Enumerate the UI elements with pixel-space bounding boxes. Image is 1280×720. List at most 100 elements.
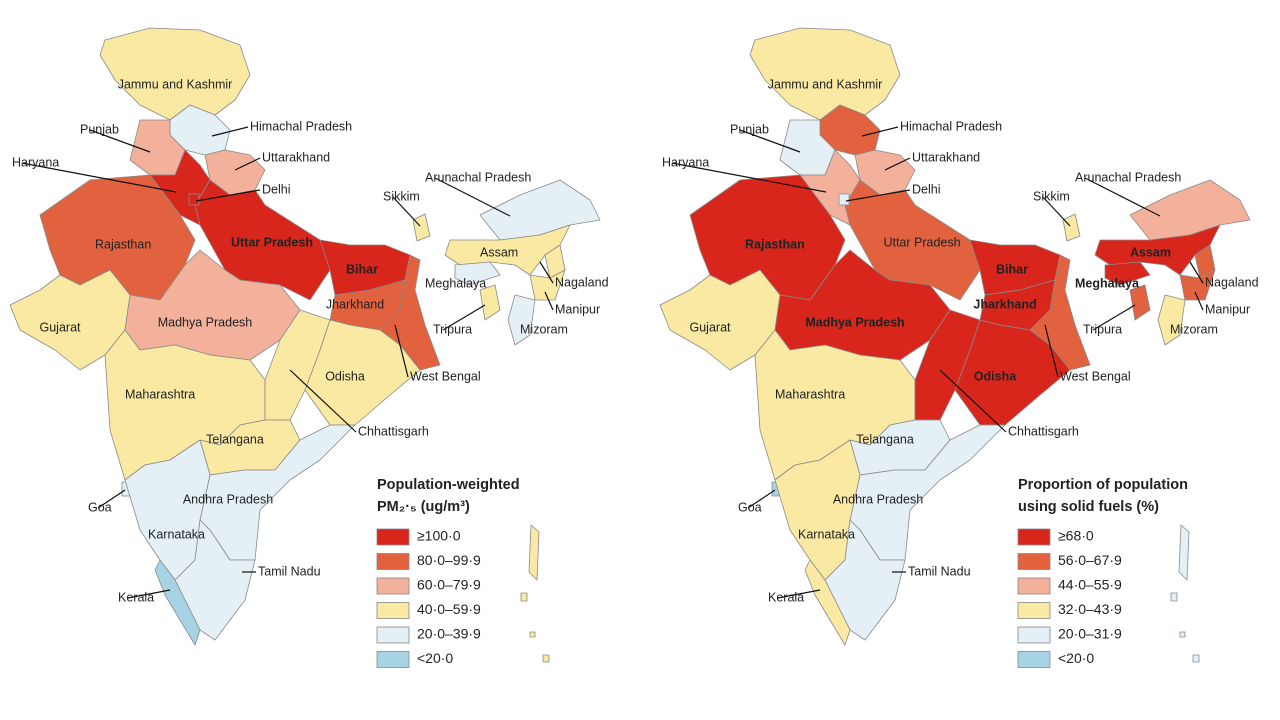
state-label: Haryana	[12, 155, 59, 169]
state-region	[188, 193, 200, 206]
island-region	[542, 654, 550, 663]
legend-label: 20·0–39·9	[417, 626, 481, 642]
map-panel: Jammu and Kashmir Himachal Pradesh Punjab U…	[659, 27, 1259, 668]
state-label: Odisha	[325, 369, 365, 383]
state-label: Tripura	[433, 322, 472, 336]
leader-line	[195, 189, 261, 202]
state-label: Chhattisgarh	[358, 424, 429, 438]
state-region	[529, 269, 566, 301]
leader-line	[289, 369, 357, 433]
leader-line	[671, 162, 827, 193]
leader-line	[394, 324, 409, 378]
state-label: Goa	[738, 500, 762, 514]
state-label: Gujarat	[40, 320, 82, 334]
state-region	[749, 27, 901, 121]
state-label: Nagaland	[1205, 275, 1259, 289]
state-region	[1157, 294, 1186, 346]
state-label: Bihar	[996, 262, 1028, 276]
state-label: West Bengal	[410, 369, 481, 383]
state-label: Tripura	[1083, 322, 1122, 336]
state-region	[1179, 269, 1216, 301]
state-region	[1062, 213, 1081, 242]
leader-line	[845, 189, 911, 202]
island-region	[1179, 631, 1186, 638]
state-label: Uttarakhand	[262, 150, 330, 164]
legend-swatch	[376, 528, 410, 546]
island-region	[520, 592, 528, 602]
map-panel: Jammu and Kashmir Himachal Pradesh Punjab U…	[9, 27, 609, 668]
legend-swatch	[376, 651, 410, 668]
legend-swatch	[1017, 626, 1051, 644]
island-region	[529, 631, 536, 638]
state-label: Madhya Pradesh	[805, 315, 904, 329]
state-label: Andhra Pradesh	[833, 492, 923, 506]
legend-swatch	[1017, 651, 1051, 668]
state-label: Jharkhand	[326, 297, 384, 311]
island-region	[1170, 592, 1178, 602]
leader-line	[97, 489, 126, 509]
state-label: Delhi	[262, 182, 291, 196]
legend-swatch	[1017, 602, 1051, 619]
state-label: Meghalaya	[425, 276, 486, 290]
state-region	[804, 559, 851, 646]
legend-swatch	[1017, 577, 1051, 595]
leader-line	[89, 129, 151, 153]
state-label: Assam	[480, 245, 518, 259]
leader-line	[1044, 324, 1059, 378]
state-label: Arunachal Pradesh	[425, 170, 531, 184]
legend-swatch	[376, 626, 410, 644]
leader-line	[739, 129, 801, 153]
state-label: Rajasthan	[745, 237, 805, 251]
leader-line	[1189, 261, 1204, 284]
state-label: Jammu and Kashmir	[118, 77, 233, 91]
leader-line	[1092, 304, 1136, 331]
state-region	[304, 319, 421, 426]
state-label: West Bengal	[1060, 369, 1131, 383]
island-region	[1178, 524, 1190, 581]
legend-swatch	[376, 602, 410, 619]
state-label: Uttarakhand	[912, 150, 980, 164]
state-region	[412, 213, 431, 242]
state-label: Punjab	[730, 122, 769, 136]
state-label: Manipur	[1205, 302, 1250, 316]
legend-label: 44·0–55·9	[1058, 577, 1122, 593]
leader-line	[434, 177, 511, 217]
state-label: Himachal Pradesh	[900, 119, 1002, 133]
legend-label: <20·0	[417, 650, 453, 666]
leader-line	[392, 196, 421, 227]
state-label: Delhi	[912, 182, 941, 196]
state-label: Nagaland	[555, 275, 609, 289]
legend-label: 60·0–79·9	[417, 577, 481, 593]
legend-label: 32·0–43·9	[1058, 601, 1122, 617]
legend-swatch	[376, 577, 410, 595]
legend-label: ≥68·0	[1058, 528, 1094, 544]
leader-line	[1194, 291, 1204, 311]
leader-line	[127, 589, 171, 599]
leader-line	[539, 261, 554, 284]
state-label: Maharashtra	[775, 387, 845, 401]
state-label: Kerala	[118, 590, 154, 604]
leader-line	[884, 157, 911, 171]
state-region	[264, 309, 331, 421]
state-region	[1104, 261, 1151, 286]
state-label: Gujarat	[690, 320, 732, 334]
state-label: Chhattisgarh	[1008, 424, 1079, 438]
state-label: Telangana	[856, 432, 914, 446]
state-label: Odisha	[974, 369, 1017, 383]
leader-line	[21, 162, 177, 193]
state-region	[454, 261, 501, 286]
leader-line	[747, 489, 776, 509]
legend-label: ≥100·0	[417, 528, 461, 544]
state-label: Arunachal Pradesh	[1075, 170, 1181, 184]
legend-label: 56·0–67·9	[1058, 552, 1122, 568]
legend-swatch	[1017, 553, 1051, 570]
state-region	[838, 193, 850, 206]
state-label: Telangana	[206, 432, 264, 446]
legend-title: Proportion of population	[1018, 477, 1188, 493]
state-label: Punjab	[80, 122, 119, 136]
state-label: Tamil Nadu	[258, 564, 321, 578]
state-label: Assam	[1130, 245, 1171, 259]
state-region	[507, 294, 536, 346]
